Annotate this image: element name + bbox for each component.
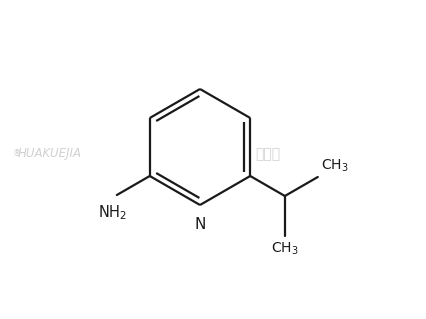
Text: N: N xyxy=(194,217,206,232)
Text: HUAKUEJIA: HUAKUEJIA xyxy=(18,147,82,160)
Text: 化学加: 化学加 xyxy=(255,147,280,161)
Text: ®: ® xyxy=(13,150,21,159)
Text: NH$_2$: NH$_2$ xyxy=(98,203,127,222)
Text: CH$_3$: CH$_3$ xyxy=(321,158,348,174)
Text: CH$_3$: CH$_3$ xyxy=(271,241,299,257)
